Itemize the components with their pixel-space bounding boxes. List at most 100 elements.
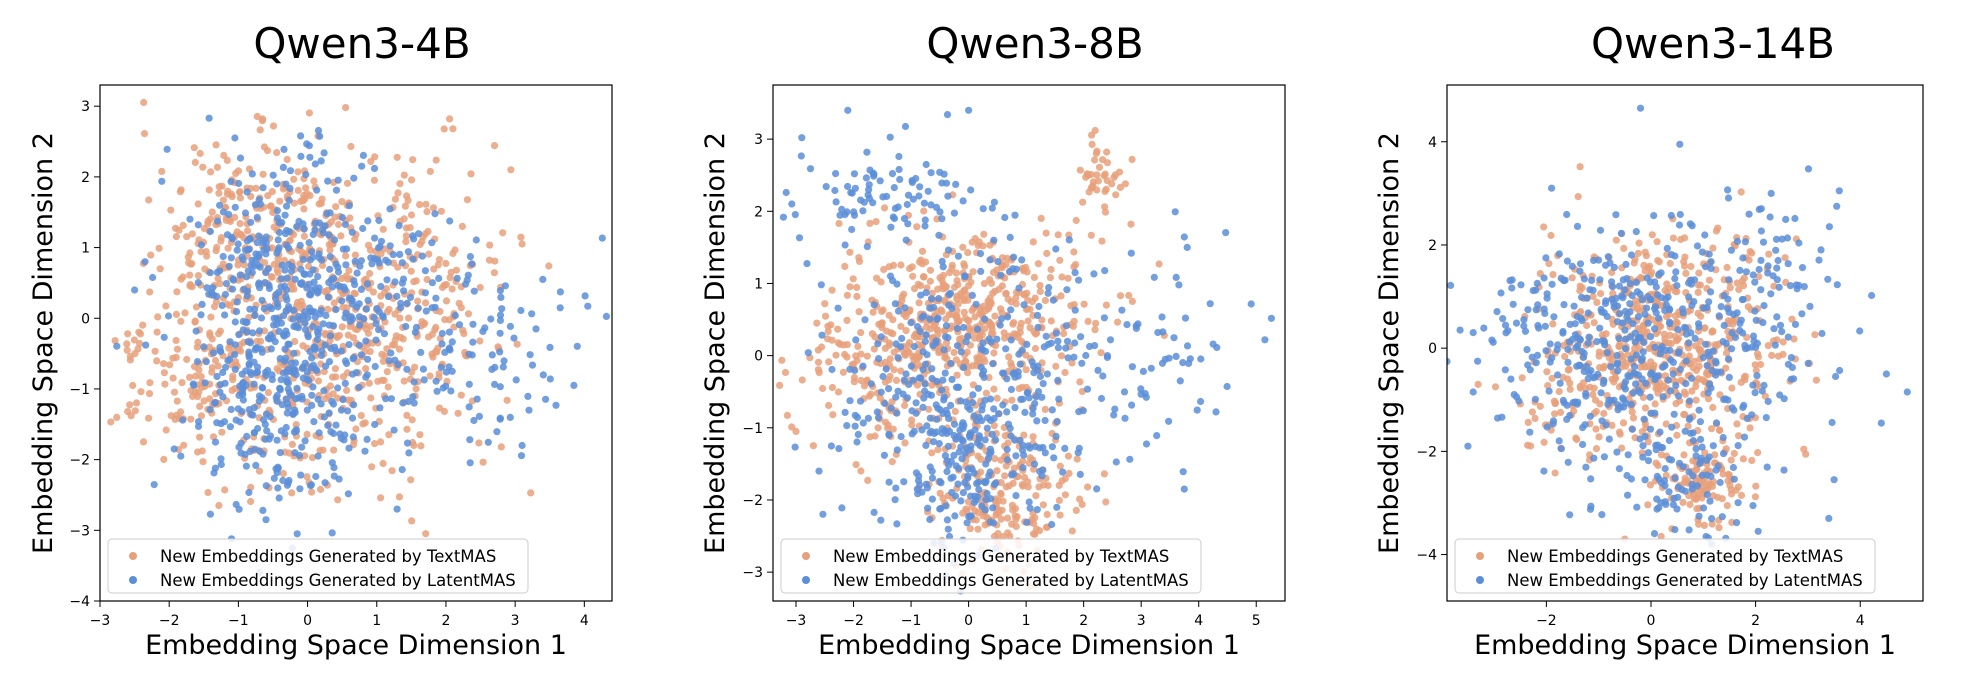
scatter-point <box>269 171 277 179</box>
scatter-point <box>1080 300 1088 308</box>
scatter-point <box>167 206 175 214</box>
scatter-point <box>160 333 168 341</box>
scatter-point <box>1610 263 1618 271</box>
scatter-point <box>1619 394 1627 402</box>
scatter-point <box>206 329 214 337</box>
scatter-point <box>1042 332 1050 340</box>
scatter-point <box>1047 317 1055 325</box>
scatter-point <box>212 141 220 149</box>
scatter-point <box>433 348 441 356</box>
scatter-point <box>959 323 968 332</box>
scatter-point <box>1150 273 1158 281</box>
scatter-point <box>280 145 288 153</box>
scatter-point <box>853 283 861 291</box>
scatter-point <box>1681 262 1689 270</box>
scatter-point <box>212 247 220 255</box>
scatter-point <box>1760 302 1768 310</box>
scatter-point <box>942 315 950 323</box>
scatter-point <box>202 358 210 366</box>
scatter-point <box>1639 453 1647 461</box>
scatter-point <box>517 306 525 315</box>
scatter-point <box>1030 460 1039 468</box>
scatter-point <box>1545 260 1553 268</box>
scatter-point <box>488 351 496 359</box>
scatter-point <box>1706 497 1714 505</box>
scatter-point <box>183 355 191 364</box>
scatter-point <box>417 442 425 450</box>
scatter-point <box>1489 338 1497 346</box>
scatter-point <box>284 403 292 412</box>
scatter-point <box>347 142 355 151</box>
scatter-point <box>1543 368 1551 376</box>
scatter-point <box>232 416 240 424</box>
scatter-point <box>1669 234 1677 242</box>
chart-2: Qwen3-8B−3 −2 −1 0 1 2 3 4 5−3−2−10123Embedding … <box>700 19 1286 661</box>
scatter-point <box>1688 480 1696 488</box>
scatter-point <box>206 510 214 518</box>
scatter-point <box>437 207 445 215</box>
scatter-point <box>798 376 806 384</box>
scatter-point <box>236 271 244 279</box>
scatter-point <box>1540 274 1548 282</box>
scatter-point <box>213 268 221 276</box>
scatter-point <box>1091 126 1099 135</box>
scatter-point <box>1672 381 1680 390</box>
scatter-point <box>306 270 314 278</box>
scatter-point <box>190 144 198 152</box>
scatter-point <box>886 133 894 141</box>
scatter-point <box>1004 313 1012 321</box>
scatter-point <box>1704 395 1713 403</box>
scatter-point <box>1097 394 1106 403</box>
scatter-point <box>1751 278 1759 286</box>
scatter-point <box>838 504 846 512</box>
scatter-point <box>355 383 363 391</box>
scatter-point <box>1617 229 1625 237</box>
scatter-point <box>985 472 993 480</box>
scatter-point <box>835 445 843 453</box>
scatter-point <box>1006 424 1014 432</box>
scatter-point <box>466 253 474 261</box>
scatter-point <box>1497 289 1505 297</box>
scatter-point <box>1660 330 1668 338</box>
scatter-point <box>792 427 800 435</box>
legend-marker <box>1476 576 1484 584</box>
scatter-point <box>285 476 293 485</box>
scatter-point <box>980 230 988 238</box>
scatter-point <box>226 423 234 431</box>
y-tick-label: 3 <box>754 132 763 148</box>
scatter-point <box>1032 492 1040 500</box>
scatter-point <box>1548 184 1556 192</box>
scatter-point <box>921 216 929 224</box>
scatter-point <box>1031 294 1039 302</box>
scatter-point <box>1685 293 1693 301</box>
scatter-point <box>1674 326 1682 334</box>
legend-marker <box>129 576 137 584</box>
scatter-point <box>818 331 826 339</box>
scatter-point <box>1724 186 1732 194</box>
scatter-point <box>1718 513 1726 521</box>
scatter-point <box>904 341 912 350</box>
scatter-point <box>1660 477 1669 485</box>
scatter-point <box>933 415 941 423</box>
scatter-point <box>1003 375 1011 383</box>
scatter-point <box>892 484 900 492</box>
scatter-point <box>1675 221 1684 229</box>
scatter-point <box>273 365 281 373</box>
scatter-point <box>1024 317 1032 325</box>
scatter-point <box>1707 264 1715 272</box>
scatter-point <box>838 205 846 213</box>
scatter-point <box>404 248 412 256</box>
scatter-point <box>470 416 478 425</box>
scatter-point <box>1636 435 1644 443</box>
scatter-point <box>186 215 194 223</box>
scatter-point <box>1549 271 1557 279</box>
scatter-point <box>1648 231 1656 239</box>
scatter-point <box>936 477 944 485</box>
scatter-point <box>1675 392 1683 400</box>
scatter-point <box>1123 321 1131 329</box>
scatter-point <box>1068 359 1076 367</box>
scatter-point <box>948 304 956 312</box>
scatter-point <box>487 315 495 323</box>
scatter-point <box>945 427 954 435</box>
scatter-point <box>311 160 319 168</box>
